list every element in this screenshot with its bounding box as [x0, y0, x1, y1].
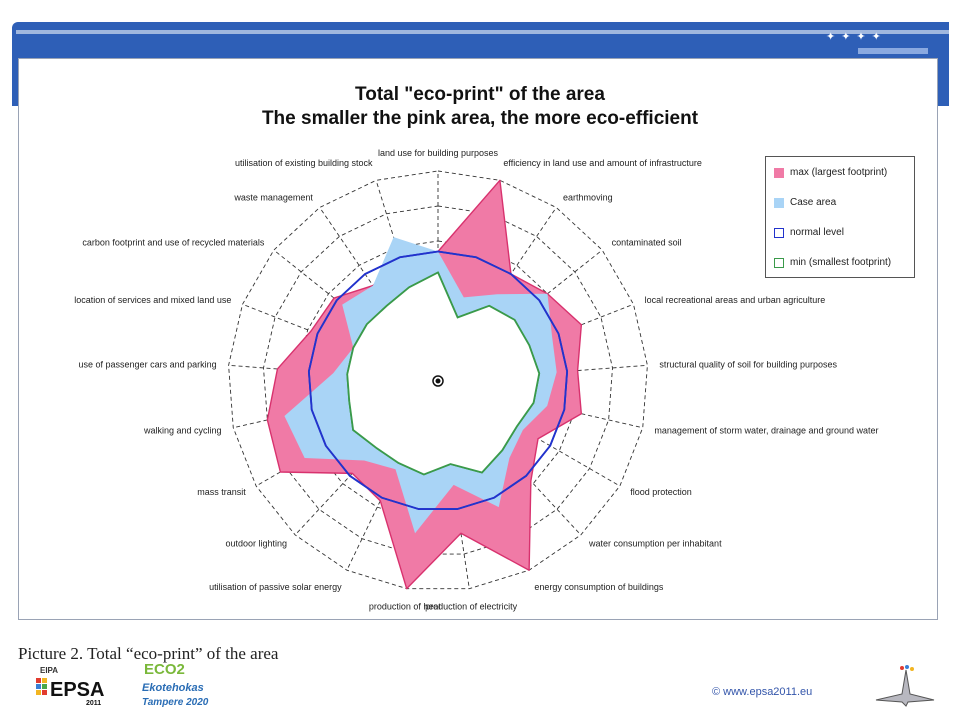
category-label: utilisation of passive solar energy — [209, 582, 342, 592]
category-label: water consumption per inhabitant — [588, 539, 722, 549]
category-label: local recreational areas and urban agric… — [645, 295, 826, 305]
category-label: flood protection — [630, 487, 692, 497]
eco2-logo-main: ECO2 — [144, 661, 185, 678]
eco2-logo-line2: Tampere 2020 — [142, 697, 209, 708]
copyright-symbol: © — [712, 686, 721, 698]
eu-stars-icon: ✦✦✦✦ — [826, 31, 887, 43]
legend-label-case: Case area — [790, 197, 837, 208]
chart-legend: max (largest footprint) Case area normal… — [765, 156, 915, 278]
epsa-logo-year: 2011 — [86, 700, 101, 706]
category-label: outdoor lighting — [225, 539, 287, 549]
category-label: energy consumption of buildings — [534, 582, 664, 592]
category-label: use of passenger cars and parking — [79, 359, 217, 369]
center-dot — [435, 378, 441, 384]
legend-item-max: max (largest footprint) — [774, 167, 887, 178]
legend-label-max: max (largest footprint) — [790, 167, 888, 178]
figure-caption: Picture 2. Total “eco-print” of the area — [18, 644, 279, 663]
category-label: production of electricity — [425, 602, 518, 612]
category-label: waste management — [233, 193, 313, 203]
legend-swatch-normal — [774, 227, 784, 238]
legend-swatch-min — [774, 257, 784, 268]
category-label: land use for building purposes — [378, 148, 499, 158]
series-normal-outline — [307, 250, 569, 510]
eco2-logo: ECO2 Ekotehokas Tampere 2020 — [142, 661, 209, 708]
legend-swatch-case — [774, 197, 784, 208]
category-label: location of services and mixed land use — [74, 295, 231, 305]
legend-item-case: Case area — [774, 197, 836, 208]
epsa-logo: EIPA EPSA 2011 — [36, 666, 104, 706]
category-label: management of storm water, drainage and … — [654, 425, 878, 435]
series-min-fill — [346, 271, 541, 476]
category-label: earthmoving — [563, 193, 613, 203]
eco2-logo-line1: Ekotehokas — [142, 682, 204, 694]
legend-label-min: min (smallest footprint) — [790, 257, 892, 268]
epsa-logo-text: EPSA — [50, 679, 104, 701]
legend-item-normal: normal level — [774, 227, 844, 238]
epsa-logo-top: EIPA — [40, 666, 58, 675]
category-label: contaminated soil — [612, 238, 682, 248]
monument-logo-icon — [875, 665, 935, 707]
category-label: production of heat — [369, 602, 442, 612]
category-label: utilisation of existing building stock — [235, 158, 373, 168]
footer-url: www.epsa2011.eu — [723, 686, 813, 698]
footer-website[interactable]: © www.epsa2011.eu — [712, 686, 812, 698]
chart-subtitle: The smaller the pink area, the more eco-… — [261, 108, 699, 129]
grid-ring — [297, 240, 579, 520]
category-label: carbon footprint and use of recycled mat… — [82, 238, 265, 248]
category-label: mass transit — [197, 487, 246, 497]
legend-swatch-max — [774, 167, 784, 178]
legend-item-min: min (smallest footprint) — [774, 257, 891, 268]
chart-title: Total "eco-print" of the area — [355, 84, 605, 105]
legend-label-normal: normal level — [790, 227, 844, 238]
header-brand-strip — [858, 48, 928, 54]
grid-ring — [228, 170, 648, 590]
category-label: efficiency in land use and amount of inf… — [503, 158, 701, 168]
category-label: structural quality of soil for building … — [659, 359, 837, 369]
category-label: walking and cycling — [143, 425, 222, 435]
